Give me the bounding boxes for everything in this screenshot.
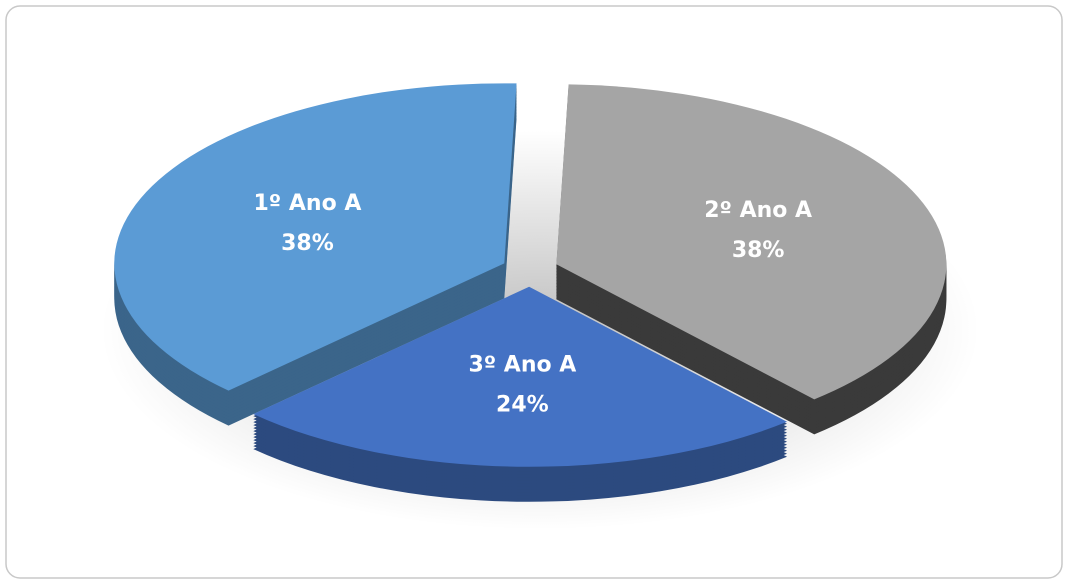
data-label-category: 2º Ano A: [704, 198, 812, 223]
slice: [556, 84, 947, 400]
slice: [253, 286, 788, 467]
data-label-value: 24%: [496, 393, 549, 418]
data-label-category: 3º Ano A: [468, 353, 576, 378]
data-label-value: 38%: [281, 231, 334, 256]
data-label-value: 38%: [732, 238, 785, 263]
slice: [114, 83, 517, 391]
data-label-category: 1º Ano A: [254, 191, 362, 216]
